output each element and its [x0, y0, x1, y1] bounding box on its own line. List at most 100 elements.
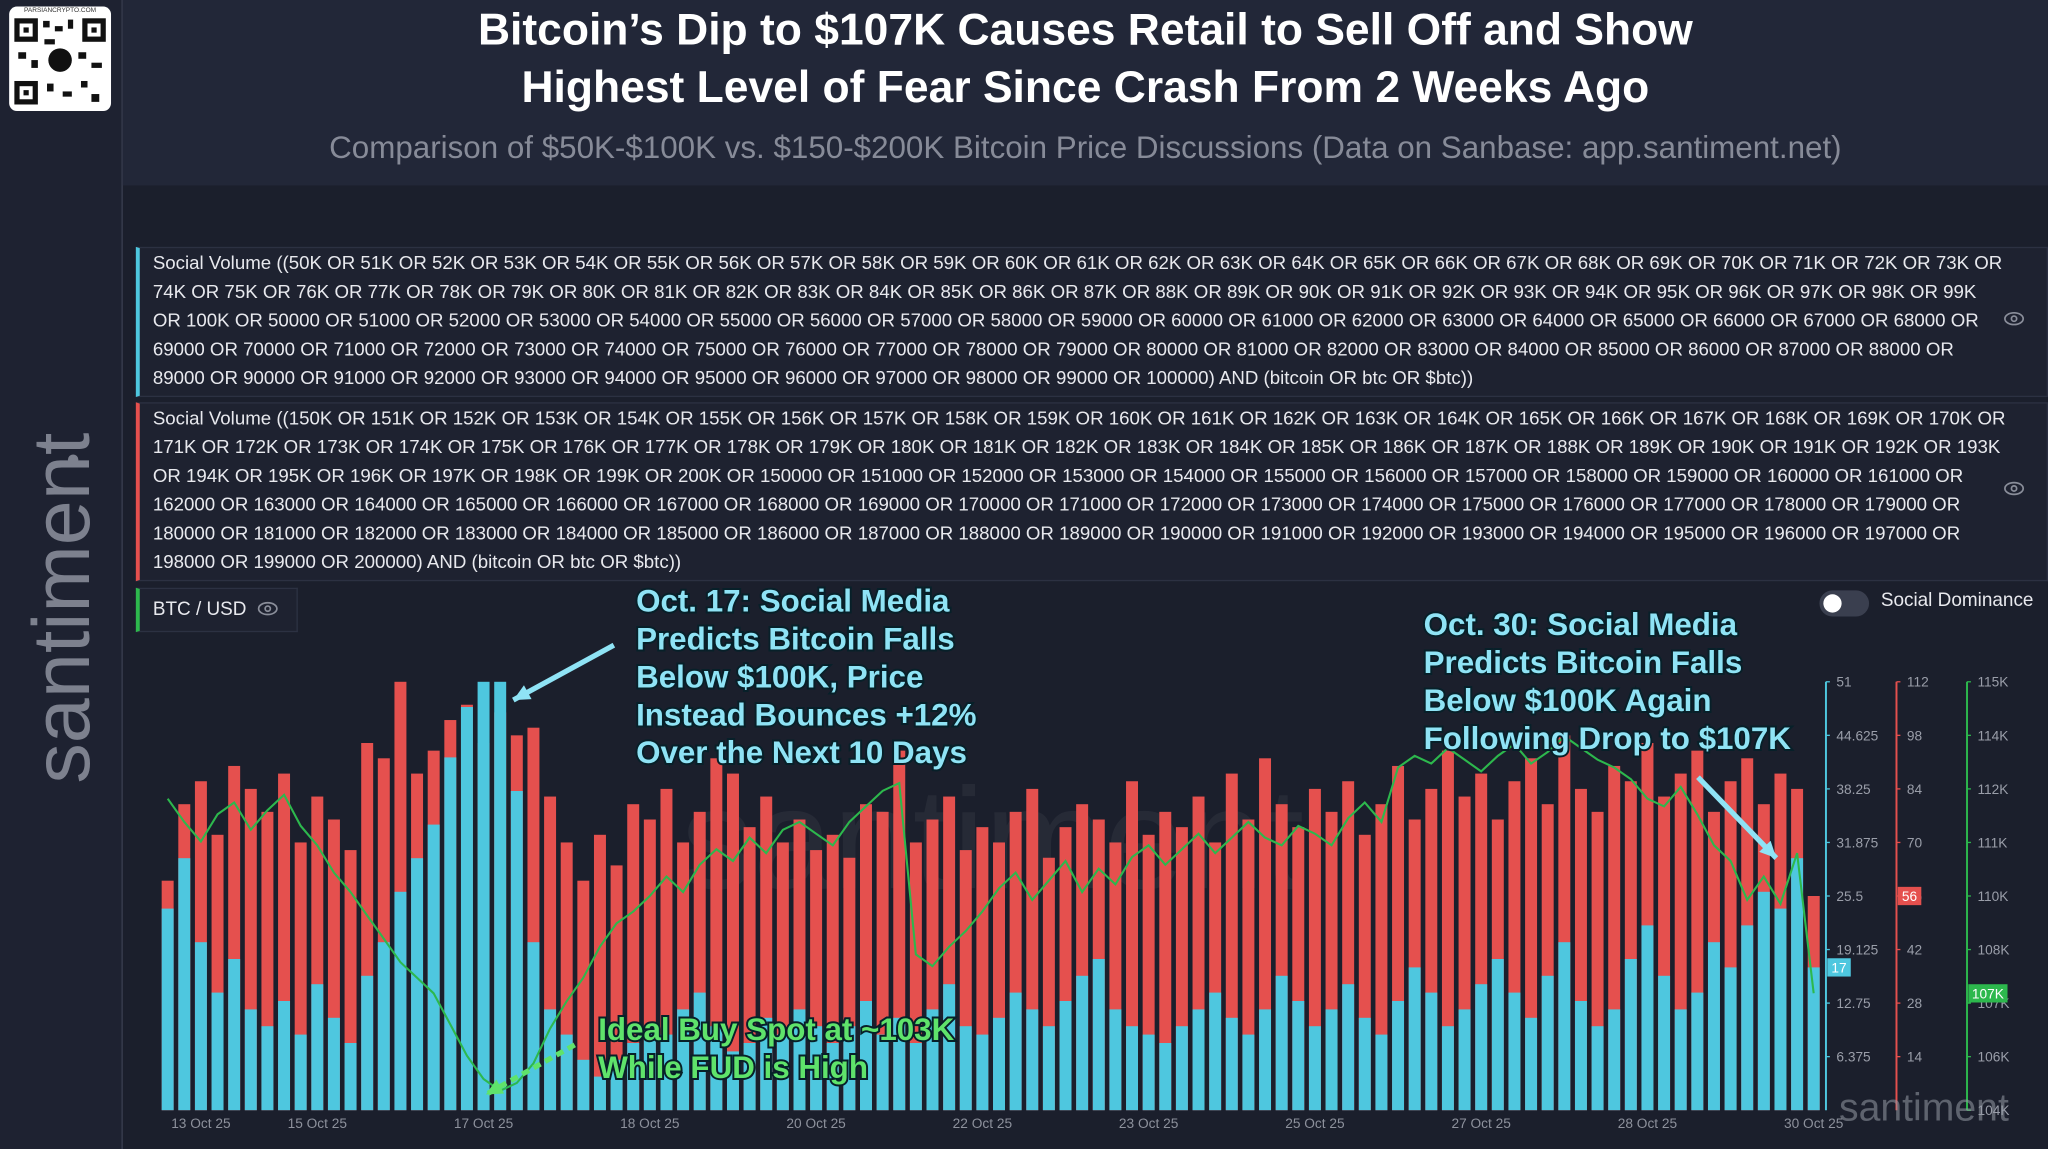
bar: [1458, 796, 1471, 1111]
bar: [1691, 992, 1704, 1111]
bar: [810, 850, 823, 1111]
bar: [693, 992, 706, 1111]
bar: [776, 1034, 789, 1111]
y-tick-label: 38.25: [1836, 782, 1871, 797]
y-tick-label: 110K: [1977, 889, 2008, 904]
price-line: [166, 734, 1815, 1092]
bar: [1242, 819, 1255, 1111]
bar: [1425, 992, 1438, 1111]
legend-entry[interactable]: Social Volume ((150K OR 151K OR 152K OR …: [135, 402, 2048, 582]
bar: [1242, 1034, 1255, 1111]
bar: [278, 773, 291, 1111]
bar: [1308, 1026, 1321, 1111]
bar: [444, 757, 457, 1111]
bar: [1674, 1009, 1687, 1111]
bar: [1342, 781, 1355, 1111]
sidebar: PARSIANCRYPTO.COM santiment: [0, 0, 123, 1149]
bar: [826, 1043, 839, 1111]
annotation: Predicts Bitcoin Falls: [1424, 645, 1743, 680]
x-tick-label: 28 Oct 25: [1618, 1116, 1678, 1131]
y-tick-label: 98: [1907, 728, 1923, 743]
bar: [361, 742, 374, 1111]
bar: [228, 765, 241, 1111]
bar: [1209, 842, 1222, 1111]
bar: [1441, 750, 1454, 1111]
bar: [876, 811, 889, 1111]
bar: [544, 796, 557, 1111]
bar: [1358, 834, 1371, 1111]
bar: [1691, 750, 1704, 1111]
y-tick-label: 19.125: [1836, 942, 1878, 957]
bar: [394, 891, 407, 1111]
bar: [1807, 967, 1820, 1111]
annotation: Ideal Buy Spot at ~103K: [598, 1012, 954, 1047]
bar: [1042, 857, 1055, 1111]
bar: [1325, 1009, 1338, 1111]
annotation: Following Drop to $107K: [1424, 721, 1792, 756]
x-tick-label: 20 Oct 25: [786, 1116, 846, 1131]
y-tick-label: 106K: [1977, 1050, 2009, 1065]
bar: [593, 1076, 606, 1111]
bar: [327, 819, 340, 1111]
bar: [1508, 992, 1521, 1111]
bar: [1658, 975, 1671, 1111]
bar: [1441, 1026, 1454, 1111]
value-tag: [1897, 886, 1922, 906]
toggle-knob: [1823, 594, 1842, 613]
bar: [1491, 958, 1504, 1111]
bar: [1525, 1017, 1538, 1111]
bar: [1292, 827, 1305, 1111]
bar: [161, 908, 174, 1111]
bar: [627, 804, 640, 1111]
bar: [893, 1017, 906, 1111]
bar: [909, 842, 922, 1111]
bar: [1408, 967, 1421, 1111]
annotation: Below $100K Again: [1424, 683, 1712, 718]
bar: [1109, 1009, 1122, 1111]
bar: [244, 788, 257, 1111]
bar: [593, 834, 606, 1111]
header: [122, 0, 2048, 186]
bar: [610, 1059, 623, 1111]
bar: [1475, 773, 1488, 1111]
bar: [1558, 942, 1571, 1111]
bar: [1591, 811, 1604, 1111]
bar: [1159, 811, 1172, 1111]
bar: [1109, 842, 1122, 1111]
watermark: santiment: [1839, 1087, 2009, 1130]
x-tick-label: 17 Oct 25: [454, 1116, 514, 1131]
title-line: Highest Level of Fear Since Crash From 2…: [521, 62, 1650, 113]
bar: [760, 796, 773, 1111]
bar: [943, 984, 956, 1111]
bar: [294, 1034, 307, 1111]
subtitle: Comparison of $50K-$100K vs. $150-$200K …: [329, 130, 1842, 166]
x-tick-label: 18 Oct 25: [620, 1116, 680, 1131]
legend-entry[interactable]: Social Volume ((50K OR 51K OR 52K OR 53K…: [135, 246, 2048, 398]
bar: [261, 811, 274, 1111]
y-tick-label: 104K: [1977, 1103, 2009, 1118]
bar: [1574, 788, 1587, 1111]
bar: [1358, 1017, 1371, 1111]
x-tick-label: 15 Oct 25: [288, 1116, 348, 1131]
bar: [610, 865, 623, 1111]
bar: [327, 1017, 340, 1111]
bar: [477, 681, 490, 1111]
y-tick-label: 14: [1907, 1050, 1923, 1065]
y-tick-label: 51: [1836, 675, 1851, 690]
eye-icon[interactable]: [257, 311, 2025, 616]
bar: [1425, 788, 1438, 1111]
bar: [976, 1034, 989, 1111]
bar: [494, 681, 507, 1111]
bar: [710, 1026, 723, 1111]
bar: [1009, 992, 1022, 1111]
bar: [843, 1026, 856, 1111]
bar: [1741, 925, 1754, 1111]
bar: [1192, 1009, 1205, 1111]
bar: [1159, 1043, 1172, 1111]
bar: [793, 1009, 806, 1111]
bar: [1259, 1009, 1272, 1111]
bar: [1541, 975, 1554, 1111]
bar: [377, 942, 390, 1111]
bar: [1209, 992, 1222, 1111]
